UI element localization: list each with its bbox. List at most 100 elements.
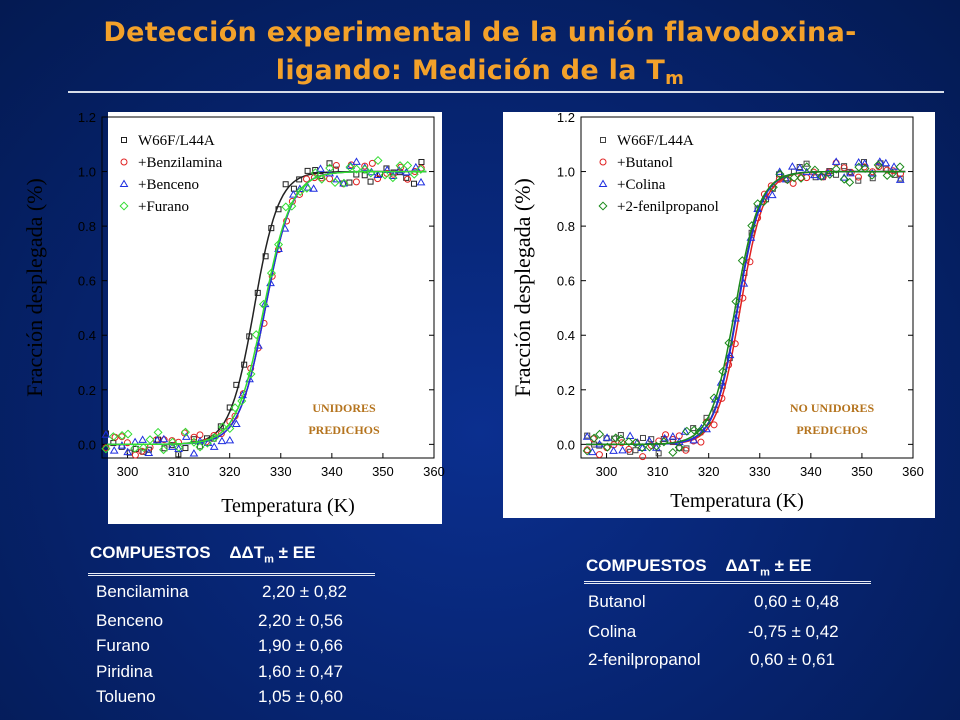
title-line-2: ligando: Medición de la Tm xyxy=(0,52,960,98)
data-point xyxy=(602,433,612,441)
data-point xyxy=(395,161,405,171)
legend-label: +Butanol xyxy=(617,155,673,171)
chart-right: 0.0 0.2 0.4 0.6 0.8 1.0 1.2 300 310 320 330 340 350 3… xyxy=(510,110,924,512)
compound-name: Bencilamina xyxy=(96,582,189,601)
data-point xyxy=(123,429,133,439)
legend-marker xyxy=(600,137,606,143)
data-point xyxy=(409,169,419,179)
x-tick-label: 340 xyxy=(800,464,822,479)
data-point xyxy=(697,438,705,446)
data-point xyxy=(845,177,855,187)
data-point xyxy=(881,158,891,167)
data-point xyxy=(290,185,297,192)
y-tick-label: 1.2 xyxy=(78,110,96,125)
title-subscript: m xyxy=(665,68,685,89)
delta-tm-value: -0,75 ± 0,42 xyxy=(748,622,839,641)
data-point xyxy=(689,435,699,444)
data-point xyxy=(262,253,269,260)
data-point xyxy=(101,444,111,454)
data-point xyxy=(855,177,862,184)
data-point xyxy=(659,437,669,447)
x-tick-label: 300 xyxy=(117,464,139,479)
data-point xyxy=(690,425,697,432)
data-point xyxy=(361,162,369,170)
data-point xyxy=(631,438,641,448)
data-point xyxy=(897,175,904,182)
data-point xyxy=(710,421,718,429)
data-point xyxy=(161,445,168,452)
data-point xyxy=(411,162,421,171)
data-point xyxy=(181,432,191,440)
y-tick-label: 0.8 xyxy=(78,219,96,234)
data-point xyxy=(418,158,425,165)
data-point xyxy=(345,162,355,172)
data-point xyxy=(130,443,140,453)
data-point xyxy=(326,160,333,167)
x-tick-label: 330 xyxy=(270,464,292,479)
legend-label: W66F/L44A xyxy=(138,133,215,149)
header-ee: ± EE xyxy=(774,556,812,575)
data-point xyxy=(189,449,199,457)
data-point xyxy=(153,427,163,437)
delta-tm-value: 1,90 ± 0,66 xyxy=(258,636,343,655)
data-point xyxy=(117,441,127,449)
data-point xyxy=(644,436,654,444)
data-point xyxy=(209,442,219,450)
delta-tm-value: 1,60 ± 0,47 xyxy=(258,662,343,681)
data-point xyxy=(662,431,670,439)
data-point xyxy=(724,338,734,348)
x-tick-label: 320 xyxy=(219,464,241,479)
data-point xyxy=(380,170,390,180)
data-point xyxy=(210,433,220,443)
data-point xyxy=(617,432,624,439)
data-point xyxy=(831,164,841,174)
legend-label: +Colina xyxy=(617,177,666,193)
table-divider xyxy=(88,573,375,576)
data-point xyxy=(637,443,647,453)
header-sub: m xyxy=(264,553,274,566)
data-point xyxy=(616,434,626,444)
data-point xyxy=(787,162,797,170)
x-tick-label: 340 xyxy=(321,464,343,479)
data-point xyxy=(682,446,690,454)
legend-marker xyxy=(598,179,608,187)
data-point xyxy=(316,164,325,172)
data-point xyxy=(330,178,340,188)
fit-curve xyxy=(107,170,427,446)
data-point xyxy=(645,442,655,452)
data-point xyxy=(352,164,362,174)
compound-name: Benceno xyxy=(96,611,164,630)
legend-marker xyxy=(598,201,608,211)
x-axis-label: Temperatura (K) xyxy=(221,495,355,517)
data-point xyxy=(131,451,139,459)
legend-label: +Benzilamina xyxy=(138,155,223,171)
data-point xyxy=(168,437,178,447)
chart-panel-left: 0.0 0.2 0.4 0.6 0.8 1.0 1.2 300 310 320 330 340 350 3… xyxy=(22,110,445,524)
y-tick-label: 0.2 xyxy=(557,383,575,398)
compound-name: 2-fenilpropanol xyxy=(588,650,701,669)
delta-tm-value: 2,20 ± 0,56 xyxy=(258,611,343,630)
data-point xyxy=(302,175,310,183)
data-point xyxy=(702,418,712,428)
data-point xyxy=(339,179,349,187)
compound-name: Tolueno xyxy=(96,687,156,706)
header-sub: m xyxy=(760,566,770,579)
data-point xyxy=(854,173,862,181)
legend-marker xyxy=(119,201,129,211)
data-point xyxy=(289,190,298,198)
data-point xyxy=(404,175,412,183)
data-point xyxy=(138,447,146,455)
data-point xyxy=(152,435,162,444)
data-point xyxy=(683,445,690,452)
legend-marker xyxy=(119,179,129,187)
header-delta: ΔΔT xyxy=(229,543,265,562)
data-point xyxy=(816,171,826,181)
data-point xyxy=(789,179,797,187)
x-tick-label: 350 xyxy=(372,464,394,479)
data-point xyxy=(231,419,241,427)
data-point xyxy=(795,163,805,172)
header-compuestos: COMPUESTOS xyxy=(90,543,211,562)
x-tick-label: 310 xyxy=(168,464,190,479)
data-point xyxy=(767,190,777,199)
data-point xyxy=(803,160,810,167)
